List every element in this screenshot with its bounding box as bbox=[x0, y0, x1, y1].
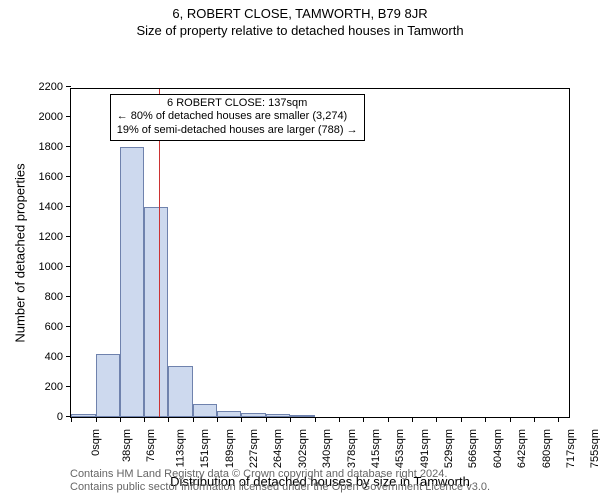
x-tick-label: 415sqm bbox=[370, 429, 382, 468]
x-tick-label: 38sqm bbox=[121, 429, 133, 462]
y-tick-label: 1800 bbox=[39, 141, 71, 153]
x-tick-label: 717sqm bbox=[565, 429, 577, 468]
y-tick-label: 1200 bbox=[39, 231, 71, 243]
y-tick-label: 2000 bbox=[39, 111, 71, 123]
x-tick-label: 189sqm bbox=[224, 429, 236, 468]
plot-area: 0200400600800100012001400160018002000220… bbox=[70, 88, 570, 418]
x-tick-label: 642sqm bbox=[516, 429, 528, 468]
x-tick-label: 340sqm bbox=[321, 429, 333, 468]
histogram-bar bbox=[193, 404, 218, 418]
x-tick-label: 0sqm bbox=[90, 429, 102, 456]
x-tick-label: 755sqm bbox=[589, 429, 600, 468]
x-tick-label: 378sqm bbox=[346, 429, 358, 468]
x-tick-label: 529sqm bbox=[443, 429, 455, 468]
y-tick-label: 400 bbox=[45, 351, 71, 363]
histogram-bar bbox=[96, 354, 121, 417]
y-tick-label: 600 bbox=[45, 321, 71, 333]
y-tick-label: 800 bbox=[45, 291, 71, 303]
histogram-bar bbox=[120, 147, 144, 417]
x-tick-label: 227sqm bbox=[249, 429, 261, 468]
annotation-box: 6 ROBERT CLOSE: 137sqm← 80% of detached … bbox=[110, 94, 365, 141]
y-axis-label: Number of detached properties bbox=[13, 163, 28, 342]
x-tick-label: 680sqm bbox=[541, 429, 553, 468]
x-tick-label: 302sqm bbox=[297, 429, 309, 468]
y-tick-label: 1400 bbox=[39, 201, 71, 213]
histogram-bar bbox=[290, 415, 315, 417]
y-tick-label: 0 bbox=[57, 411, 71, 423]
x-tick-label: 491sqm bbox=[419, 429, 431, 468]
annotation-line: 6 ROBERT CLOSE: 137sqm bbox=[117, 97, 358, 111]
y-tick-label: 200 bbox=[45, 381, 71, 393]
footer-line-1: Contains HM Land Registry data © Crown c… bbox=[70, 468, 490, 481]
y-tick-label: 1600 bbox=[39, 171, 71, 183]
x-tick-label: 604sqm bbox=[492, 429, 504, 468]
histogram-bar bbox=[266, 414, 291, 417]
page-title: 6, ROBERT CLOSE, TAMWORTH, B79 8JR bbox=[0, 0, 600, 21]
histogram-bar bbox=[168, 366, 193, 417]
annotation-line: 19% of semi-detached houses are larger (… bbox=[117, 124, 358, 138]
y-tick-label: 1000 bbox=[39, 261, 71, 273]
annotation-line: ← 80% of detached houses are smaller (3,… bbox=[117, 110, 358, 124]
x-tick-label: 453sqm bbox=[394, 429, 406, 468]
footer-line-2: Contains public sector information licen… bbox=[70, 481, 490, 494]
x-tick-label: 151sqm bbox=[200, 429, 212, 468]
x-tick-label: 76sqm bbox=[145, 429, 157, 462]
histogram-bar bbox=[217, 411, 241, 417]
histogram-bar bbox=[71, 414, 96, 417]
footer-attribution: Contains HM Land Registry data © Crown c… bbox=[70, 468, 490, 494]
histogram-bar bbox=[144, 207, 169, 417]
y-tick-label: 2200 bbox=[39, 81, 71, 93]
x-tick-label: 113sqm bbox=[174, 429, 186, 467]
x-tick-label: 566sqm bbox=[467, 429, 479, 468]
page-subtitle: Size of property relative to detached ho… bbox=[0, 21, 600, 38]
x-tick-label: 264sqm bbox=[272, 429, 284, 468]
histogram-bar bbox=[241, 413, 266, 418]
